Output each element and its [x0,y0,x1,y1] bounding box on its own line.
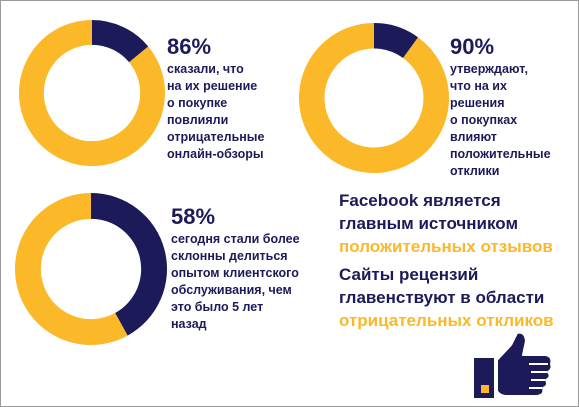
stat-90: 90% утверждают, что на их решения о поку… [450,35,551,180]
reviews-note: Сайты рецензий главенствуют в области от… [339,263,554,332]
facebook-note-highlight: положительных отзывов [339,237,553,256]
stat-90-percent: 90% [450,34,495,59]
donut-slice-highlight [18,20,166,166]
stat-58: 58% сегодня стали более склонны делиться… [171,205,300,333]
stat-86-percent: 86% [167,34,212,59]
donut-chart-86 [18,20,166,166]
donut-chart-58 [14,193,167,345]
donut-slice-remainder [92,20,149,63]
stat-58-percent: 58% [171,204,216,229]
donut-slice-highlight [299,23,449,173]
reviews-note-highlight: отрицательных откликов [339,311,554,330]
thumbs-up-icon [472,331,553,400]
donut-slice-remainder [374,23,419,58]
facebook-note: Facebook является главным источником пол… [339,189,553,258]
donut-slice-remainder [91,193,167,336]
donut-slice-highlight [14,193,128,345]
stat-86-description: сказали, что на их решение о покупке пов… [167,62,265,161]
facebook-note-line1: Facebook является [339,191,501,210]
reviews-note-line1: Сайты рецензий [339,265,479,284]
stat-86: 86% сказали, что на их решение о покупке… [167,35,264,163]
stat-58-description: сегодня стали более склонны делиться опы… [171,232,300,331]
donut-chart-90 [299,23,449,173]
reviews-note-line2: главенствуют в области [339,288,545,307]
facebook-note-line2: главным источником [339,214,519,233]
stat-90-description: утверждают, что на их решения о покупках… [450,62,551,178]
